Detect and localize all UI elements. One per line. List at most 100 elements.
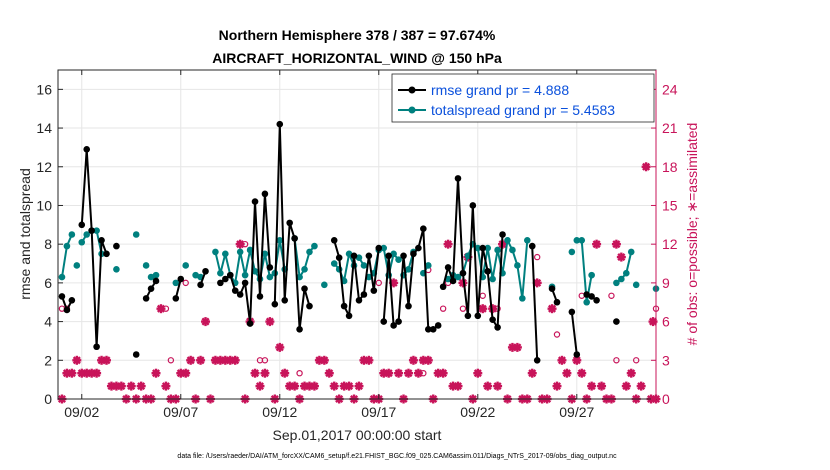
totalspread-point (588, 271, 595, 279)
assimilated-count-marker (394, 368, 404, 378)
totalspread-point (627, 248, 635, 256)
y-right-tick-label: 15 (662, 197, 678, 213)
rmse-point (533, 356, 541, 364)
rmse-point (256, 293, 264, 300)
possible-count-marker (261, 357, 269, 364)
possible-count-marker (296, 369, 303, 377)
obs-count-markers (57, 162, 661, 404)
assimilated-count-marker (156, 304, 166, 314)
rmse-point (405, 302, 412, 310)
rmse-point (330, 237, 338, 244)
assimilated-count-marker (423, 355, 433, 365)
rmse-point (444, 264, 452, 271)
rmse-point (424, 326, 432, 333)
totalspread-point (217, 269, 224, 277)
totalspread-point (93, 227, 100, 234)
assimilated-count-marker (201, 317, 211, 327)
rmse-point (548, 285, 556, 292)
assimilated-count-marker (136, 381, 146, 391)
possible-count-marker (608, 292, 615, 299)
legend: rmse grand pr = 4.888 totalspread grand … (391, 73, 655, 123)
totalspread-point (172, 279, 180, 287)
legend-rmse-label: rmse grand pr = 4.888 (431, 82, 569, 98)
rmse-point (142, 295, 150, 302)
possible-count-marker (162, 305, 170, 312)
assimilated-count-marker (235, 239, 245, 249)
rmse-point (103, 250, 110, 258)
assimilated-count-marker (621, 381, 631, 391)
assimilated-count-marker (408, 355, 418, 365)
chart-title-line2: AIRCRAFT_HORIZONTAL_WIND @ 150 hPa (212, 50, 502, 66)
assimilated-count-marker (597, 381, 607, 391)
totalspread-point (132, 231, 140, 238)
totalspread-point (489, 275, 496, 283)
assimilated-count-marker (384, 368, 394, 378)
rmse-point (420, 225, 427, 232)
assimilated-count-marker (181, 368, 191, 378)
rmse-line (382, 228, 430, 330)
totalspread-point (484, 244, 491, 252)
y-right-tick-label: 6 (662, 314, 670, 330)
possible-count-marker (632, 357, 640, 364)
y-tick-label: 12 (36, 159, 52, 175)
rmse-point (553, 298, 561, 306)
rmse-point (355, 297, 363, 304)
totalspread-point (68, 231, 76, 238)
rmse-point (469, 202, 477, 209)
totalspread-point (390, 250, 397, 258)
y-tick-label: 14 (36, 120, 52, 136)
totalspread-point (152, 271, 160, 279)
totalspread-point (222, 250, 229, 258)
assimilated-count-marker (512, 342, 522, 352)
assimilated-count-marker (329, 381, 339, 391)
assimilated-count-marker (473, 368, 483, 378)
assimilated-count-marker (626, 368, 636, 378)
y-right-tick-label: 24 (662, 81, 678, 97)
totalspread-point (632, 281, 640, 289)
rmse-point (177, 275, 185, 283)
rmse-point (499, 231, 506, 238)
x-tick-label: 09/12 (262, 404, 297, 420)
totalspread-point (306, 248, 313, 256)
rmse-point (415, 244, 422, 252)
totalspread-point (58, 273, 66, 281)
rmse-line (570, 311, 578, 355)
possible-count-marker (420, 369, 427, 377)
rmse-point (583, 291, 590, 298)
y-tick-label: 6 (44, 275, 52, 291)
totalspread-point (345, 250, 353, 258)
rmse-point (613, 318, 620, 325)
rmse-point (261, 190, 269, 198)
y-tick-label: 4 (44, 314, 52, 330)
totalspread-point (73, 262, 81, 269)
rmse-point (385, 252, 392, 260)
totalspread-point (380, 244, 388, 252)
rmse-line (531, 246, 539, 361)
totalspread-point (311, 242, 318, 250)
assimilated-count-marker (493, 381, 503, 391)
legend-box (391, 73, 655, 123)
rmse-line (174, 278, 182, 299)
assimilated-count-marker (592, 239, 602, 249)
totalspread-point (395, 256, 402, 263)
y-tick-label: 2 (44, 352, 52, 368)
rmse-point (410, 250, 417, 258)
rmse-point (236, 291, 244, 298)
rmse-point (98, 237, 105, 244)
assimilated-count-marker (557, 355, 567, 365)
totalspread-point (63, 242, 71, 250)
totalspread-point (474, 244, 482, 252)
totalspread-point (212, 248, 219, 256)
totalspread-point (78, 238, 86, 246)
possible-count-marker (301, 382, 308, 390)
rmse-point (434, 322, 442, 329)
possible-count-marker (251, 369, 259, 377)
rmse-point (400, 252, 407, 260)
totalspread-point (583, 298, 590, 306)
totalspread-point (355, 254, 363, 262)
totalspread-point (454, 273, 462, 281)
rmse-point (132, 351, 140, 358)
rmse-point (459, 269, 467, 277)
possible-count-marker (533, 253, 541, 261)
